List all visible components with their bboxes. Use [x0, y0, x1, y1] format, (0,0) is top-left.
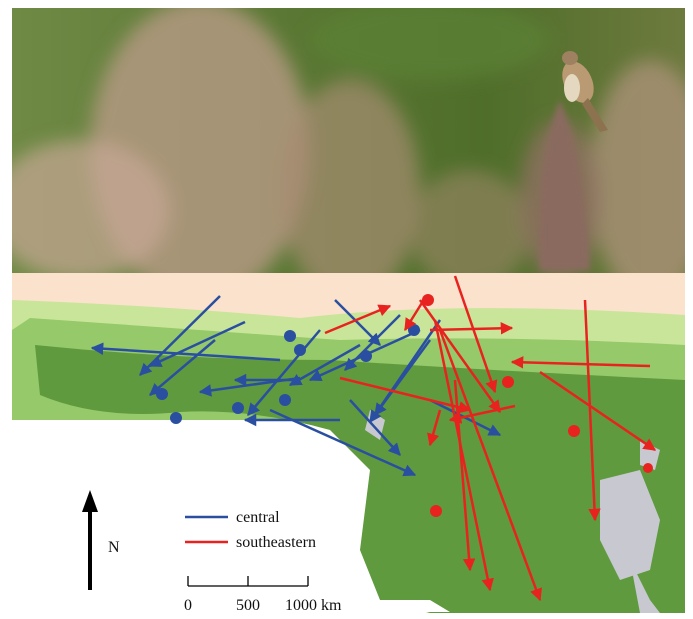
legend-label: central — [236, 509, 280, 526]
figure: N central southeastern 0 500 1000 km — [0, 0, 693, 619]
scale-label: 500 — [236, 597, 260, 614]
scale-label: 1000 km — [285, 597, 342, 614]
north-label: N — [108, 539, 120, 556]
legend-label: southeastern — [236, 534, 316, 551]
scale-label: 0 — [184, 597, 192, 614]
figure-svg: N central southeastern 0 500 1000 km — [0, 0, 693, 619]
photo — [0, 0, 693, 300]
